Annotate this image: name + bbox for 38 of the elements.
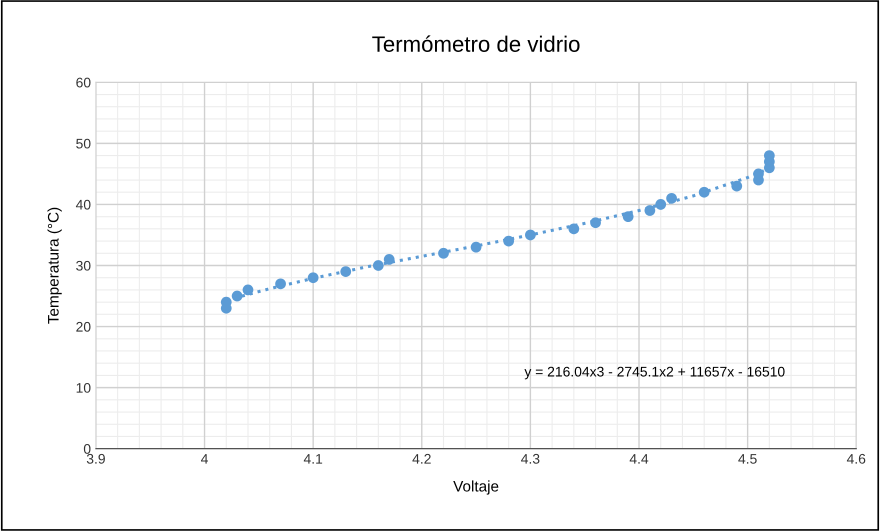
point (698, 186, 710, 198)
annotation: y = 216.04x3 - 2745.1x2 + 11657x - 16510 (524, 366, 785, 380)
y-tick-label: 10 (76, 382, 91, 393)
x-tick-label: 4.1 (304, 454, 322, 464)
point (275, 278, 286, 290)
x-tick-label: 4.2 (412, 454, 431, 464)
point (666, 192, 677, 204)
point (372, 260, 384, 271)
point (655, 199, 666, 210)
y-tick-label: 20 (76, 322, 91, 332)
point (384, 254, 395, 265)
x-tick-label: 4 (200, 454, 208, 464)
point (590, 217, 601, 228)
point (438, 248, 449, 259)
chart-title: Termómetro de vidrio (372, 35, 580, 52)
point (731, 180, 742, 192)
point (232, 290, 242, 302)
point (242, 284, 254, 296)
x-tick-label: 4.6 (846, 454, 866, 464)
x-axis-title: Voltaje (453, 480, 498, 495)
x-tick-label: 4.5 (738, 454, 757, 464)
point (340, 266, 352, 277)
x-tick-label: 4.4 (630, 454, 648, 464)
y-tick-label: 50 (76, 138, 91, 149)
x-tick-label: 4.3 (521, 454, 540, 464)
y-tick-label: 0 (84, 444, 91, 454)
point (470, 242, 482, 253)
point (644, 205, 656, 216)
y-tick-label: 40 (76, 200, 91, 210)
point (308, 272, 319, 284)
y-tick-label: 30 (76, 260, 91, 271)
point (622, 211, 634, 222)
point (525, 230, 536, 240)
y-axis-title: Temperatura (°C) (47, 208, 62, 324)
point (568, 223, 580, 234)
point (503, 236, 514, 246)
y-tick-label: 60 (76, 78, 91, 88)
x-tick-label: 3.9 (86, 454, 105, 464)
